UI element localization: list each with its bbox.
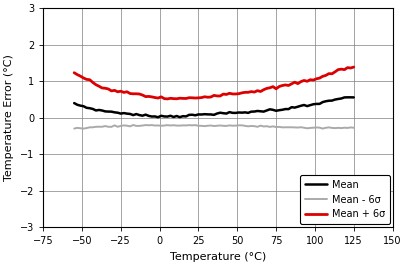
Mean: [350, 96, 355, 99]
Mean - 6σ: [149, 123, 154, 127]
Mean - 6σ: [313, 126, 318, 129]
Mean + 6σ: [350, 65, 355, 69]
Mean - 6σ: [350, 126, 355, 129]
Mean: [347, 96, 352, 99]
Mean: [236, 111, 241, 114]
Mean + 6σ: [344, 66, 349, 69]
Mean - 6σ: [347, 126, 352, 129]
Y-axis label: Temperature Error (°C): Temperature Error (°C): [4, 54, 14, 181]
Mean - 6σ: [143, 123, 148, 127]
Mean + 6σ: [164, 97, 169, 101]
Mean: [155, 116, 160, 119]
Mean: [72, 102, 77, 105]
Mean + 6σ: [347, 66, 352, 70]
Mean + 6σ: [310, 78, 315, 82]
Mean + 6σ: [143, 95, 148, 98]
Mean + 6σ: [136, 92, 141, 95]
Mean: [344, 96, 349, 99]
Mean - 6σ: [81, 127, 86, 130]
Line: Mean + 6σ: Mean + 6σ: [74, 67, 353, 99]
Mean: [136, 114, 141, 117]
Line: Mean - 6σ: Mean - 6σ: [74, 125, 353, 128]
Mean - 6σ: [130, 123, 135, 127]
Line: Mean: Mean: [74, 97, 353, 117]
X-axis label: Temperature (°C): Temperature (°C): [169, 252, 265, 262]
Mean - 6σ: [239, 124, 244, 127]
Mean: [310, 103, 315, 106]
Legend: Mean, Mean - 6σ, Mean + 6σ: Mean, Mean - 6σ, Mean + 6σ: [300, 175, 389, 224]
Mean - 6σ: [72, 127, 77, 130]
Mean: [106, 110, 111, 113]
Mean: [143, 113, 148, 116]
Mean + 6σ: [106, 87, 111, 90]
Mean + 6σ: [72, 71, 77, 74]
Mean - 6σ: [109, 125, 114, 128]
